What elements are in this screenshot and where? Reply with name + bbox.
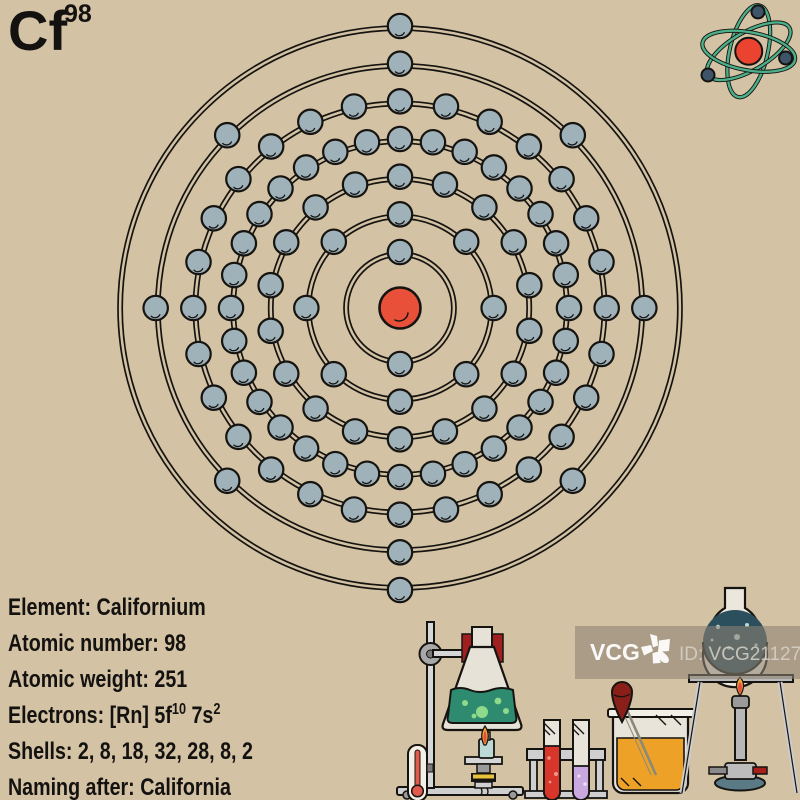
svg-text:98: 98 <box>64 0 92 28</box>
svg-text:Atomic number: 98: Atomic number: 98 <box>8 629 186 656</box>
svg-text:Element: Californium: Element: Californium <box>8 593 206 620</box>
svg-text:VCG: VCG <box>590 639 640 665</box>
svg-text:Atomic weight: 251: Atomic weight: 251 <box>8 665 187 692</box>
svg-text:ID: VCG211275033532: ID: VCG211275033532 <box>679 644 800 665</box>
svg-text:Naming after: California: Naming after: California <box>8 773 232 800</box>
svg-text:Electrons: [Rn] 5f10 7s2: Electrons: [Rn] 5f10 7s2 <box>8 701 221 729</box>
svg-text:Shells: 2, 8, 18, 32, 28, 8, 2: Shells: 2, 8, 18, 32, 28, 8, 2 <box>8 737 253 764</box>
svg-text:Cf: Cf <box>8 0 67 62</box>
